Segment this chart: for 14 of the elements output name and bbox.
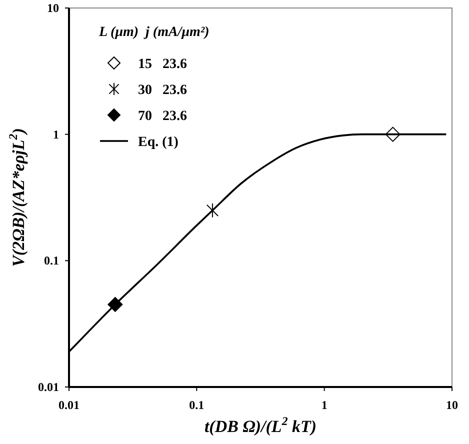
y-tick-label: 0.01 xyxy=(38,380,59,394)
x-tick-label: 0.1 xyxy=(189,398,204,412)
y-tick-label: 10 xyxy=(47,1,59,15)
legend-label: 15 23.6 xyxy=(138,57,187,72)
x-tick-label: 0.01 xyxy=(58,398,80,412)
legend-title: L (μm) j (mA/μm²) xyxy=(98,25,210,40)
y-tick-label: 0.1 xyxy=(44,254,59,268)
legend-label: 70 23.6 xyxy=(138,109,187,124)
legend-label: 30 23.6 xyxy=(138,83,187,98)
x-tick-label: 1 xyxy=(321,398,328,412)
y-tick-label: 1 xyxy=(53,127,59,142)
legend-label: Eq. (1) xyxy=(138,135,179,150)
x-tick-label: 10 xyxy=(446,398,458,412)
x-axis-title: t(DB Ω)/(L$^{2}$ kT) xyxy=(204,414,317,436)
